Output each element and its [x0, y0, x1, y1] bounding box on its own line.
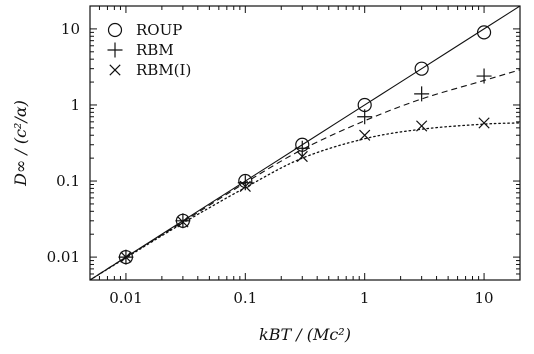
y-tick-label: 10	[61, 20, 80, 38]
point-rbm	[175, 213, 191, 229]
legend-label-rbm: RBM	[136, 41, 174, 59]
point-rbm-i	[120, 251, 132, 263]
point-roup	[476, 25, 492, 40]
y-tick-label: 0.1	[56, 172, 80, 190]
point-rbm	[294, 140, 310, 156]
axes: 0.01 0.1 1 10 0.01 0.1 1 10	[47, 5, 521, 307]
point-roup	[414, 61, 429, 76]
x-tick-label: 0.1	[233, 289, 257, 307]
point-rbm	[357, 109, 373, 125]
y-tick-label: 0.01	[47, 248, 80, 266]
legend-label-rbm-i: RBM(I)	[136, 61, 191, 79]
x-tick-label: 10	[475, 289, 494, 307]
point-rbm-i	[177, 216, 189, 228]
legend: ROUP RBM RBM(I)	[107, 21, 191, 79]
point-rbm	[414, 86, 430, 102]
point-rbm	[476, 68, 492, 84]
y-axis-title: D∞ / (c²/α)	[11, 100, 30, 187]
point-rbm	[237, 175, 253, 191]
legend-marker-roup	[107, 22, 123, 38]
legend-label-roup: ROUP	[136, 21, 182, 39]
curve-dashed	[90, 69, 520, 280]
point-rbm-i	[416, 120, 428, 132]
plot-frame	[89, 5, 521, 281]
x-tick-label: 0.01	[109, 289, 142, 307]
legend-marker-rbm-i	[109, 64, 121, 76]
x-tick-label: 1	[360, 289, 370, 307]
point-rbm-i	[359, 129, 371, 141]
curve-dotted	[90, 122, 520, 280]
y-tick-label: 1	[70, 96, 80, 114]
point-rbm-i	[478, 117, 490, 129]
point-rbm-i	[296, 150, 308, 163]
legend-marker-rbm	[107, 42, 123, 58]
point-rbm-i	[239, 180, 251, 193]
plot-content	[90, 6, 520, 280]
x-axis-title: kBT / (Mc²)	[259, 325, 351, 344]
